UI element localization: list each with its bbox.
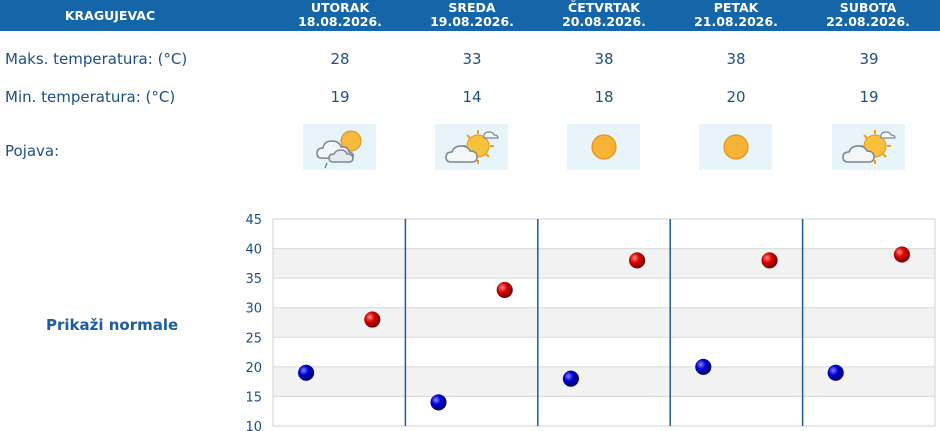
- y-tick-label: 35: [245, 272, 262, 287]
- max-temp-point[interactable]: [761, 252, 778, 269]
- max-temp-point[interactable]: [496, 281, 513, 299]
- min-temp-label: Min. temperatura: (°C): [5, 88, 176, 106]
- y-tick-label: 25: [245, 331, 262, 346]
- min-temp-value: 19: [330, 88, 350, 106]
- y-tick-label: 40: [245, 243, 262, 258]
- plot-band: [273, 307, 935, 338]
- partly-cloudy-sun-icon: [832, 124, 905, 170]
- plot-frame: [272, 218, 936, 427]
- min-temp-point[interactable]: [562, 370, 580, 387]
- day-header-3: ČETVRTAK 20.08.2026.: [539, 0, 669, 32]
- max-temp-value: 39: [859, 50, 879, 68]
- min-temp-point[interactable]: [827, 364, 844, 382]
- day-header-5: SUBOTA 22.08.2026.: [803, 0, 933, 32]
- plot-band: [273, 248, 935, 279]
- plot-band: [273, 366, 935, 397]
- plot-band: [273, 337, 935, 367]
- day-header-1: UTORAK 18.08.2026.: [275, 0, 405, 32]
- y-tick-label: 10: [245, 420, 262, 431]
- plot-band: [273, 219, 935, 249]
- max-temp-point[interactable]: [893, 246, 911, 263]
- pojava-label: Pojava:: [5, 142, 60, 160]
- min-temp-point[interactable]: [430, 394, 447, 411]
- max-temp-label: Maks. temperatura: (°C): [5, 50, 188, 68]
- y-tick-label: 15: [245, 390, 262, 405]
- day-header-2: SREDA 19.08.2026.: [407, 0, 537, 32]
- day-name: SREDA: [448, 0, 496, 15]
- min-temp-value: 20: [726, 88, 746, 106]
- max-temp-point[interactable]: [628, 252, 646, 269]
- partly-cloudy-sun-icon: [435, 124, 508, 170]
- y-tick-label: 45: [245, 213, 262, 228]
- sun-icon: [699, 124, 772, 170]
- y-tick-label: 20: [245, 361, 262, 376]
- show-normals-link[interactable]: Prikaži normale: [46, 316, 179, 334]
- min-temp-value: 19: [859, 88, 879, 106]
- max-temp-value: 38: [726, 50, 746, 68]
- sun-icon: [567, 124, 640, 170]
- min-temp-point[interactable]: [297, 364, 315, 382]
- max-temp-value: 28: [330, 50, 350, 68]
- min-temp-value: 18: [594, 88, 614, 106]
- forecast-header: KRAGUJEVAC UTORAK 18.08.2026. SREDA 19.0…: [0, 0, 940, 31]
- day-name: PETAK: [713, 0, 759, 15]
- plot-band: [273, 278, 935, 308]
- day-date: 22.08.2026.: [826, 14, 910, 29]
- min-temp-point[interactable]: [695, 358, 712, 376]
- day-date: 21.08.2026.: [694, 14, 778, 29]
- max-temp-point[interactable]: [364, 311, 381, 328]
- max-temp-value: 33: [462, 50, 482, 68]
- day-date: 20.08.2026.: [562, 14, 646, 29]
- max-temp-value: 38: [594, 50, 614, 68]
- day-header-4: PETAK 21.08.2026.: [671, 0, 801, 32]
- day-date: 19.08.2026.: [430, 14, 514, 29]
- cloudy-sun-rain-icon: [303, 124, 376, 170]
- city-name: KRAGUJEVAC: [64, 8, 156, 23]
- day-name: UTORAK: [310, 0, 370, 15]
- y-tick-label: 30: [245, 302, 262, 317]
- plot-band: [273, 396, 935, 426]
- day-name: SUBOTA: [839, 0, 897, 15]
- min-temp-value: 14: [462, 88, 482, 106]
- day-date: 18.08.2026.: [298, 14, 382, 29]
- day-name: ČETVRTAK: [568, 0, 640, 15]
